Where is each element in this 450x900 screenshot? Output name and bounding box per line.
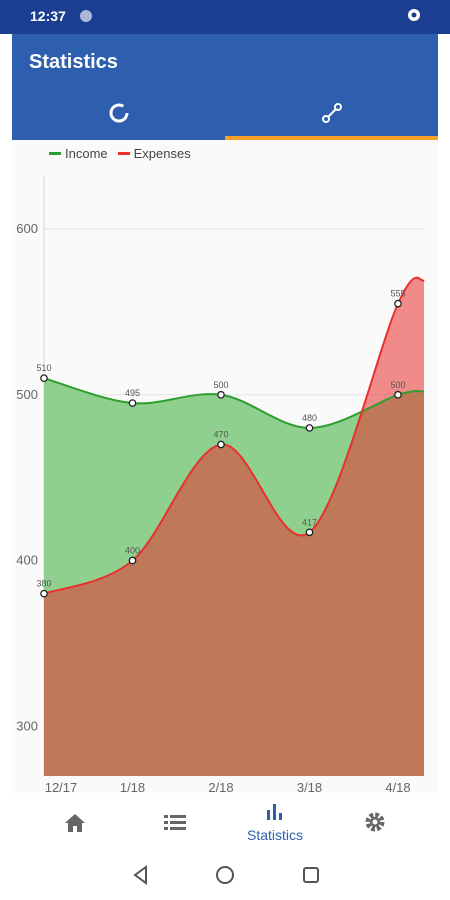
x-tick-label: 12/17: [45, 780, 78, 795]
legend-income: Income: [49, 146, 108, 161]
x-tick-label: 4/18: [385, 780, 410, 795]
system-nav-bar: [0, 850, 450, 900]
nav-list[interactable]: [140, 793, 210, 843]
recents-icon[interactable]: [300, 864, 322, 886]
nav-statistics[interactable]: Statistics: [240, 793, 310, 843]
donut-chart-icon: [109, 103, 129, 123]
legend-income-swatch: [49, 152, 61, 155]
tab-indicator: [225, 136, 438, 140]
y-tick-label: 400: [16, 553, 38, 568]
list-icon: [164, 815, 186, 830]
settings-status-icon: [408, 9, 420, 21]
status-bar: 12:37: [0, 0, 450, 34]
x-tick-label: 3/18: [297, 780, 322, 795]
gear-icon: [365, 812, 385, 832]
home-icon: [65, 814, 85, 832]
income-value-label: 480: [302, 413, 317, 423]
legend-expenses-swatch: [117, 152, 130, 155]
expenses-value-label: 417: [302, 517, 317, 527]
nav-settings[interactable]: [340, 793, 410, 843]
income-point: [394, 390, 402, 399]
notification-dot-icon: [80, 10, 92, 22]
income-value-label: 500: [390, 380, 405, 390]
expenses-point: [305, 528, 314, 537]
y-tick-label: 600: [16, 221, 38, 236]
expenses-value-label: 470: [213, 430, 228, 440]
y-tick-label: 500: [16, 387, 38, 402]
bar-chart-icon: [267, 804, 282, 820]
app-bar: Statistics: [12, 34, 438, 140]
x-tick-label: 2/18: [208, 780, 233, 795]
back-icon[interactable]: [130, 864, 152, 886]
legend-expenses-label: Expenses: [133, 146, 191, 161]
line-chart-icon: [322, 103, 342, 123]
income-point: [305, 424, 314, 432]
home-circle-icon[interactable]: [214, 864, 236, 886]
line-chart: 300 400 500 600 510 495 500 480 500 380 400 470 417 5…: [16, 176, 425, 795]
bottom-nav: Statistics: [0, 793, 450, 843]
income-value-label: 495: [125, 388, 140, 398]
income-point: [128, 399, 137, 407]
income-value-label: 500: [213, 380, 228, 390]
status-time: 12:37: [30, 8, 66, 24]
page-title: Statistics: [29, 51, 118, 73]
nav-statistics-label: Statistics: [246, 827, 303, 843]
y-tick-label: 300: [16, 718, 38, 733]
income-point: [217, 390, 225, 399]
expenses-value-label: 400: [125, 546, 140, 556]
expenses-area: [44, 277, 424, 776]
expenses-point: [217, 440, 225, 449]
nav-home[interactable]: [40, 793, 110, 843]
expenses-point: [40, 589, 48, 598]
x-tick-label: 1/18: [120, 780, 145, 795]
expenses-value-label: 555: [390, 289, 405, 299]
legend-income-label: Income: [65, 146, 108, 161]
income-value-label: 510: [36, 363, 51, 373]
chart-legend: Income Expenses: [49, 146, 201, 161]
expenses-value-label: 380: [36, 579, 51, 589]
tab-donut-chart[interactable]: [12, 92, 225, 138]
legend-expenses: Expenses: [117, 146, 191, 161]
expenses-point: [394, 299, 402, 308]
income-point: [40, 374, 48, 383]
expenses-point: [128, 556, 137, 565]
tab-line-chart[interactable]: [225, 92, 438, 138]
